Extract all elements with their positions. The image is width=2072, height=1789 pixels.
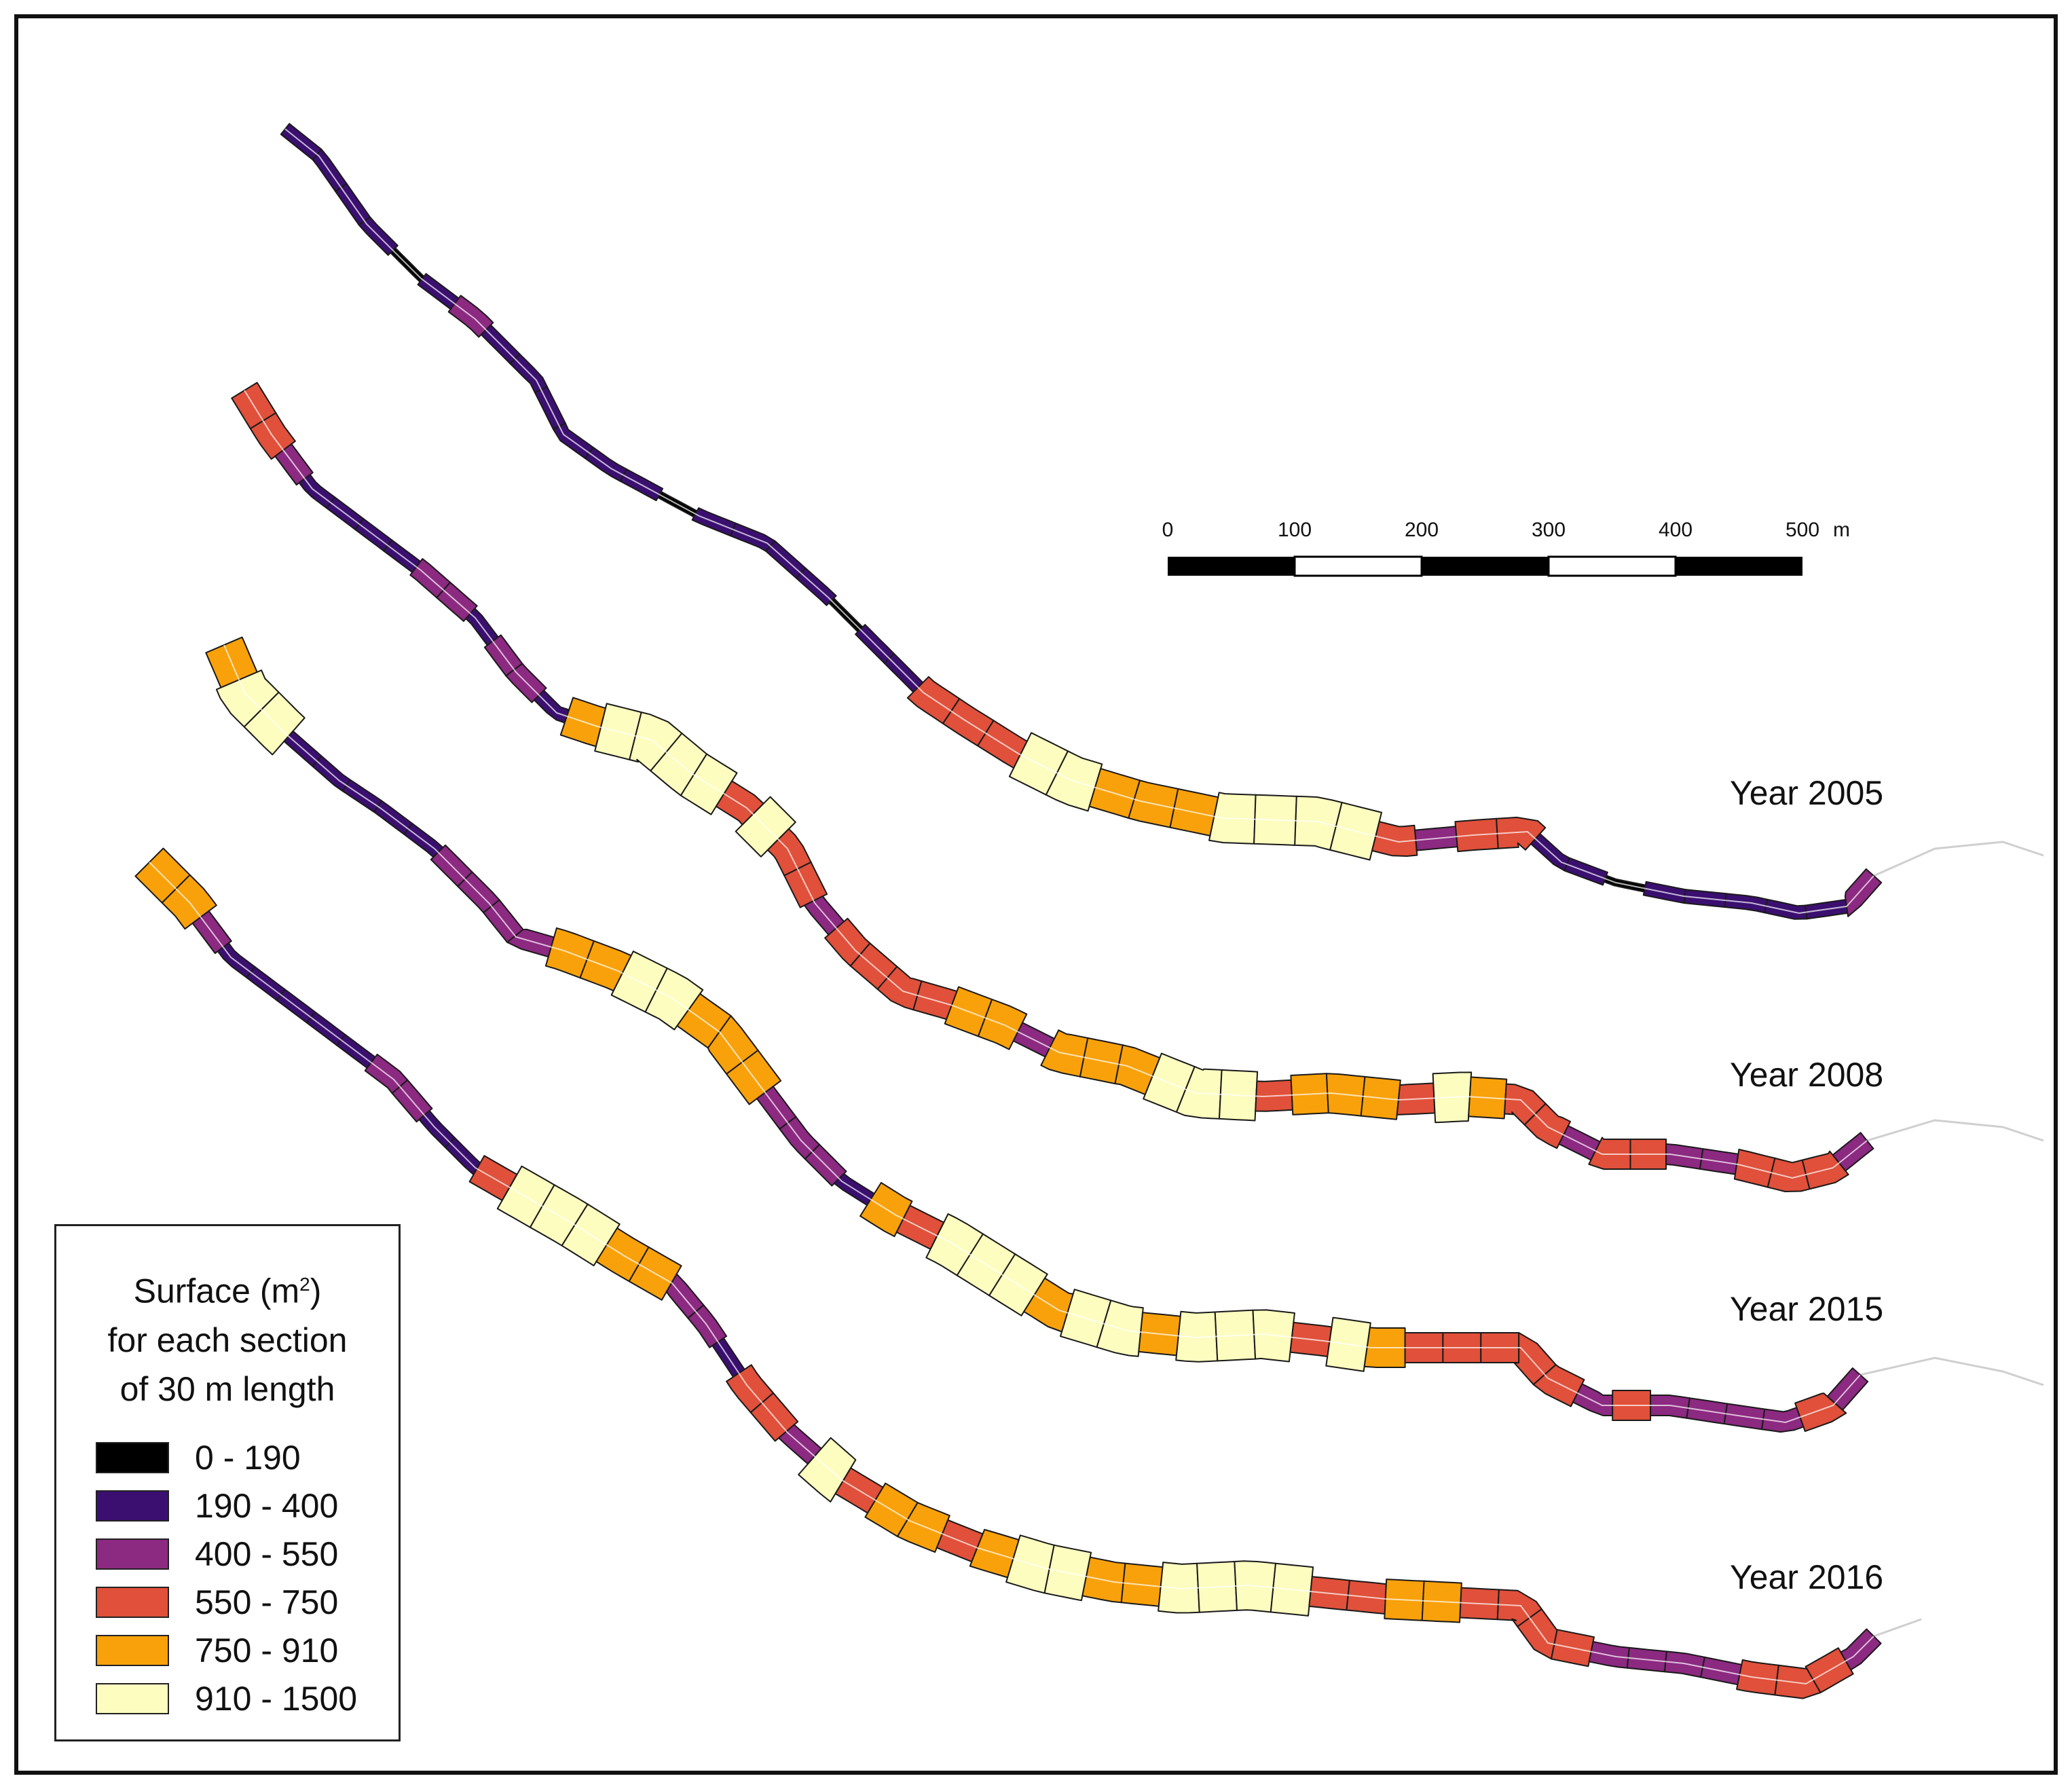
year-label-2005: Year 2005 bbox=[1730, 774, 1883, 812]
legend-title-line2: for each section bbox=[107, 1321, 348, 1359]
river-section bbox=[1371, 821, 1418, 857]
stream-line bbox=[1873, 1618, 1922, 1638]
river-strip-year-2015 bbox=[205, 636, 1869, 1433]
scale-tick-label: 100 bbox=[1278, 519, 1312, 541]
map-frame bbox=[14, 14, 2058, 1775]
scale-tick-label: 300 bbox=[1532, 519, 1566, 541]
river-section bbox=[1844, 868, 1883, 917]
scale-segment bbox=[1168, 557, 1295, 576]
legend-item: 750 - 910 bbox=[96, 1626, 357, 1674]
legend-title: Surface (m2) for each section of 30 m le… bbox=[56, 1260, 399, 1414]
river-strips bbox=[134, 123, 2044, 1699]
legend-swatch bbox=[96, 1634, 169, 1666]
river-section bbox=[1764, 898, 1808, 920]
river-centerline bbox=[149, 862, 1874, 1685]
scale-segment bbox=[1547, 555, 1677, 577]
stream-line bbox=[1873, 841, 2044, 877]
scale-segment bbox=[1676, 557, 1802, 576]
legend-label: 0 - 190 bbox=[195, 1438, 301, 1477]
scale-unit-label: m bbox=[1833, 519, 1850, 541]
river-section bbox=[1724, 893, 1769, 914]
stream-line bbox=[1860, 1357, 2044, 1386]
legend-label: 750 - 910 bbox=[195, 1631, 339, 1670]
legend-label: 400 - 550 bbox=[195, 1534, 339, 1573]
legend-title-close: ) bbox=[310, 1272, 322, 1310]
scale-tick-label: 500 bbox=[1786, 519, 1819, 541]
scale-segment bbox=[1422, 557, 1549, 576]
legend-swatch bbox=[96, 1586, 169, 1618]
legend-title-text: Surface (m bbox=[133, 1272, 300, 1310]
river-section bbox=[1794, 1393, 1847, 1433]
river-strip-year-2005 bbox=[280, 123, 1883, 920]
legend-item: 550 - 750 bbox=[96, 1578, 357, 1626]
river-section bbox=[798, 1437, 857, 1502]
legend-swatch bbox=[96, 1682, 169, 1714]
legend: Surface (m2) for each section of 30 m le… bbox=[54, 1224, 401, 1741]
legend-item: 400 - 550 bbox=[96, 1530, 357, 1578]
year-label-2016: Year 2016 bbox=[1730, 1558, 1883, 1596]
legend-items: 0 - 190 190 - 400 400 - 550 550 - 750 75… bbox=[96, 1433, 357, 1722]
year-label-2008: Year 2008 bbox=[1730, 1056, 1883, 1094]
legend-swatch bbox=[96, 1490, 169, 1521]
river-section bbox=[1532, 1364, 1585, 1407]
river-centerline bbox=[284, 128, 1874, 915]
river-centerline bbox=[223, 644, 1861, 1424]
legend-label: 550 - 750 bbox=[195, 1583, 339, 1621]
scale-bar: 0 100 200 300 400 500 m bbox=[1162, 519, 1850, 577]
legend-label: 190 - 400 bbox=[195, 1486, 339, 1525]
river-centerline bbox=[244, 390, 1868, 1179]
scale-tick-label: 0 bbox=[1162, 519, 1174, 541]
scale-segment bbox=[1293, 555, 1423, 577]
river-section bbox=[1603, 874, 1646, 893]
river-section bbox=[1650, 1395, 1690, 1419]
river-section bbox=[896, 1502, 950, 1553]
legend-swatch bbox=[96, 1441, 169, 1473]
scale-tick-label: 200 bbox=[1405, 519, 1439, 541]
river-section bbox=[1496, 816, 1547, 851]
legend-item: 910 - 1500 bbox=[96, 1674, 357, 1722]
river-strip-year-2008 bbox=[231, 382, 1874, 1192]
year-label-2015: Year 2015 bbox=[1730, 1290, 1883, 1328]
legend-title-superscript: 2 bbox=[299, 1274, 310, 1295]
scale-tick-label: 400 bbox=[1659, 519, 1692, 541]
legend-swatch bbox=[96, 1538, 169, 1570]
legend-label: 910 - 1500 bbox=[195, 1679, 358, 1718]
river-section bbox=[1663, 1650, 1705, 1678]
legend-title-line3: of 30 m length bbox=[119, 1369, 335, 1408]
legend-item: 190 - 400 bbox=[96, 1481, 357, 1530]
river-strip-year-2016 bbox=[134, 847, 1882, 1699]
stream-line bbox=[1866, 1119, 2044, 1142]
legend-item: 0 - 190 bbox=[96, 1433, 357, 1481]
